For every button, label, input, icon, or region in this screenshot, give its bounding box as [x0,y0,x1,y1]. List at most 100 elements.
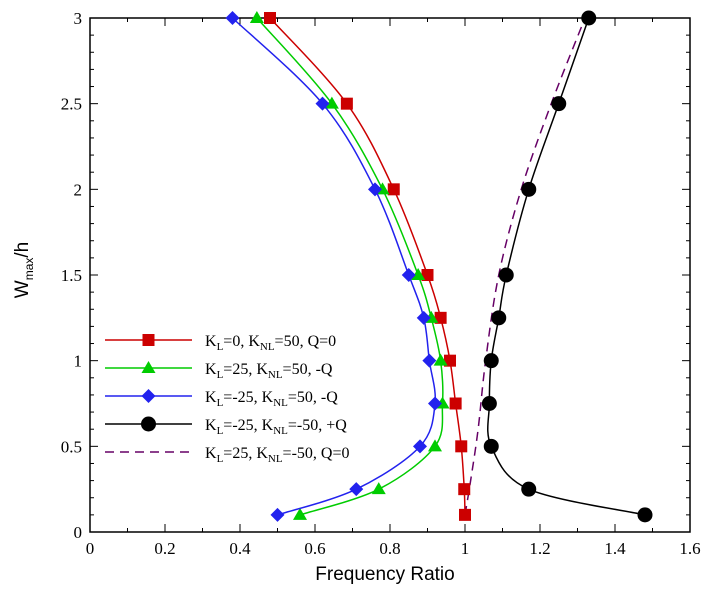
legend-label-part: K [205,389,217,406]
data-point [264,12,276,24]
data-point [324,96,339,109]
legend-label-part: L [217,397,224,409]
legend-swatch-marker [142,334,155,346]
data-point [315,96,330,111]
legend: KL=0, KNL=50, Q=0KL=25, KNL=50, -QKL=-25… [105,333,349,465]
legend-label-part: L [217,453,224,465]
legend-swatch-marker [141,389,156,403]
y-tick-label: 2.5 [61,95,82,114]
legend-item: KL=25, KNL=-50, Q=0 [105,445,349,465]
legend-label-part: =25, K [223,445,268,462]
y-axis-title: Wmax/h [12,242,36,298]
x-tick-label: 0.2 [154,539,175,558]
data-point [551,96,567,112]
legend-label-part: NL [273,397,288,409]
data-point [455,440,468,453]
legend-label-part: L [217,425,224,437]
x-tick-label: 1.6 [679,539,700,558]
y-tick-label: 2 [74,180,83,199]
series-line [269,17,466,515]
data-point [491,310,507,326]
legend-label-part: =50, Q=0 [275,333,337,350]
legend-label-part: =50, -Q [288,389,338,406]
legend-label-part: =0, K [223,333,260,350]
x-axis-title: Frequency Ratio [315,564,454,585]
data-point [444,354,456,367]
legend-item: KL=-25, KNL=-50, +Q [105,416,347,437]
legend-item: KL=25, KNL=50, -Q [105,361,333,381]
series-3 [481,10,653,523]
data-point [521,481,537,497]
legend-label-part: NL [268,369,283,381]
y-tick-label: 3 [74,9,83,28]
series-line [487,17,646,516]
series-2 [225,11,442,522]
y-tick-label: 0.5 [61,437,82,456]
axes: 0 0.2 0.4 0.6 0.8 1 1.2 1.4 1.6 0 0.5 1 1.5 2 2.5 3 [61,9,701,558]
legend-item: KL=-25, KNL=50, -Q [105,389,338,409]
y-axis-title-main: W [12,280,33,298]
legend-label-part: =25, K [223,361,268,378]
data-point [433,353,448,366]
legend-label-part: K [205,417,217,434]
data-point [340,97,353,110]
legend-label: KL=0, KNL=50, Q=0 [205,333,336,353]
data-point [481,396,497,411]
legend-label-part: =-25, K [223,389,273,406]
data-point [349,482,364,497]
y-tick-label: 0 [74,523,83,542]
legend-label: KL=25, KNL=-50, Q=0 [205,445,349,465]
x-tick-label: 1.2 [529,539,550,558]
data-point [270,507,285,522]
y-axis-title-tail: /h [12,242,33,258]
legend-label: KL=-25, KNL=50, -Q [205,389,338,409]
data-point [371,482,386,495]
data-point [458,483,471,496]
legend-label-part: L [217,369,224,381]
x-tick-label: 0 [86,539,95,558]
data-point [411,268,426,280]
data-point [521,181,537,197]
legend-label-part: L [217,341,224,353]
plot-frame [89,17,691,533]
legend-label: KL=25, KNL=50, -Q [205,361,333,381]
data-point [387,183,400,196]
series-0 [264,12,471,521]
legend-label-part: =-50, +Q [288,417,347,434]
data-point [422,353,437,368]
series-4 [464,17,586,515]
legend-label-part: K [205,361,217,378]
data-point [413,439,427,454]
data-point [416,310,431,325]
legend-label-part: =-25, K [223,417,273,434]
data-point [581,10,597,26]
y-axis-title-sub: max [22,258,36,281]
data-point [428,396,442,411]
legend-label-part: NL [268,453,283,465]
legend-label-part: =-50, Q=0 [283,445,350,462]
legend-label-part: K [205,333,217,350]
legend-swatch-marker [141,416,156,432]
y-tick-label: 1 [74,352,83,371]
data-point [459,508,471,521]
data-point [483,438,499,454]
data-point [498,267,514,283]
data-point [434,311,447,324]
x-tick-label: 0.4 [229,539,251,558]
legend-label: KL=-25, KNL=-50, +Q [205,417,347,437]
data-point [368,182,382,197]
plot-area [225,10,653,523]
legend-swatch-marker [141,361,156,373]
legend-label-part: K [205,445,217,462]
data-point [449,397,462,410]
series-line [256,17,444,516]
data-point [249,11,264,23]
data-point [637,507,653,523]
x-tick-label: 0.6 [304,539,325,558]
legend-item: KL=0, KNL=50, Q=0 [105,333,336,353]
x-tick-label: 1.4 [604,539,626,558]
data-point [293,507,307,520]
series-line [464,17,586,515]
series-line [231,17,437,516]
x-tick-label: 0.8 [379,539,400,558]
